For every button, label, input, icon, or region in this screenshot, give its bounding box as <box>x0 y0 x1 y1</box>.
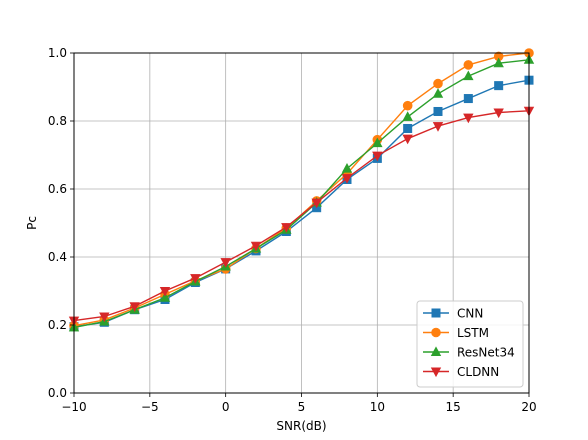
data-point-cldnn <box>129 302 140 312</box>
y-tick-label: 0.2 <box>48 318 67 332</box>
x-tick-label: 20 <box>521 400 536 414</box>
data-point-resnet34 <box>432 88 444 98</box>
data-point-cnn <box>433 106 443 116</box>
data-point-lstm <box>463 60 474 70</box>
data-point-lstm <box>402 100 413 111</box>
data-point-cldnn <box>463 113 474 124</box>
legend-box <box>416 300 524 388</box>
data-point-resnet34 <box>159 292 171 302</box>
series-layer <box>68 48 535 332</box>
legend: CNN LSTM ResNet34 CLDNN <box>416 300 524 388</box>
data-point-cldnn <box>281 223 292 233</box>
data-point-cldnn <box>311 198 322 209</box>
y-tick-label: 0.6 <box>48 182 67 196</box>
legend-marker-cldnn <box>430 367 442 378</box>
series-resnet34 <box>68 54 535 332</box>
data-point-cldnn <box>220 258 231 268</box>
data-point-cldnn <box>372 151 383 162</box>
legend-marker-cnn <box>431 308 441 318</box>
x-tick-label: 15 <box>446 400 461 414</box>
series-line-resnet34 <box>73 59 530 329</box>
legend-marker-resnet34 <box>430 346 442 357</box>
data-point-cnn <box>463 94 473 104</box>
x-tick-label: −5 <box>141 400 159 414</box>
data-point-lstm <box>433 78 443 89</box>
data-point-resnet34 <box>493 57 504 68</box>
x-tick-label: 10 <box>370 400 385 414</box>
legend-marker-lstm <box>431 327 441 338</box>
series-cldnn <box>68 106 535 327</box>
data-point-resnet34 <box>463 70 474 81</box>
series-line-cnn <box>73 79 530 328</box>
data-point-cldnn <box>159 286 171 297</box>
legend-label-cnn: CNN <box>457 307 483 321</box>
y-tick-label: 1.0 <box>48 46 67 60</box>
x-tick-label: 5 <box>298 400 306 414</box>
series-line-cldnn <box>73 110 530 322</box>
data-point-cldnn <box>402 134 413 145</box>
x-tick-label: 0 <box>222 400 230 414</box>
data-point-cldnn <box>99 312 110 323</box>
x-axis-label: SNR(dB) <box>276 419 326 433</box>
data-point-cldnn <box>493 108 504 119</box>
y-axis-label: Pc <box>25 216 39 230</box>
legend-label-lstm: LSTM <box>457 326 489 340</box>
data-point-cnn <box>494 81 504 91</box>
data-point-resnet34 <box>372 137 383 148</box>
data-point-cldnn <box>432 122 444 132</box>
y-tick-label: 0.8 <box>48 114 67 128</box>
data-point-cldnn <box>341 174 353 184</box>
legend-label-resnet34: ResNet34 <box>457 346 515 360</box>
data-point-cldnn <box>190 274 201 284</box>
ticks: −10 −5 0 5 10 15 20 0.0 0.2 0.4 0.6 0.8 1.0 <box>48 46 537 414</box>
data-point-cnn <box>403 123 413 133</box>
x-tick-label: −10 <box>61 400 86 414</box>
data-point-resnet34 <box>341 162 353 173</box>
y-tick-label: 0.0 <box>48 386 67 400</box>
data-point-resnet34 <box>402 111 413 121</box>
y-tick-label: 0.4 <box>48 250 67 264</box>
data-point-cldnn <box>250 241 262 252</box>
legend-label-cldnn: CLDNN <box>457 365 499 379</box>
